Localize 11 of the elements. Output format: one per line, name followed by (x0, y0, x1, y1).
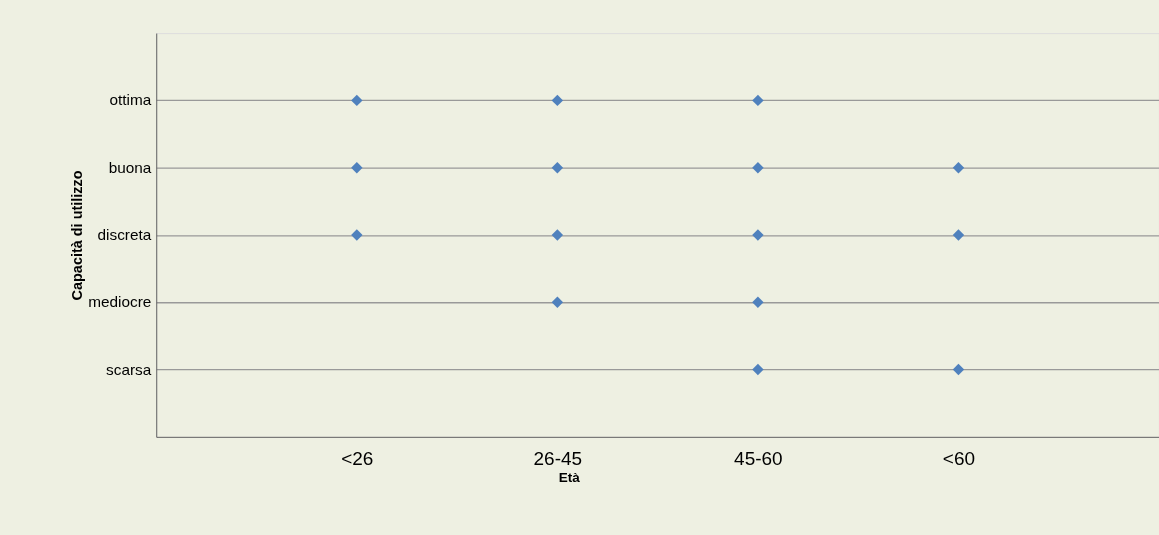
x-tick-label: 45-60 (734, 448, 783, 470)
text: discreta (97, 225, 152, 243)
text: ottima (109, 91, 152, 109)
x-tick-label: <60 (942, 448, 975, 470)
x-axis-title: Età (558, 469, 581, 485)
text: buona (108, 158, 152, 176)
text: mediocre (88, 293, 152, 311)
x-tick-label: <26 (341, 448, 374, 470)
y-axis-title: Capacità di utilizzo (68, 170, 85, 301)
x-tick-label: 26-45 (533, 448, 583, 470)
text: scarsa (106, 360, 152, 378)
